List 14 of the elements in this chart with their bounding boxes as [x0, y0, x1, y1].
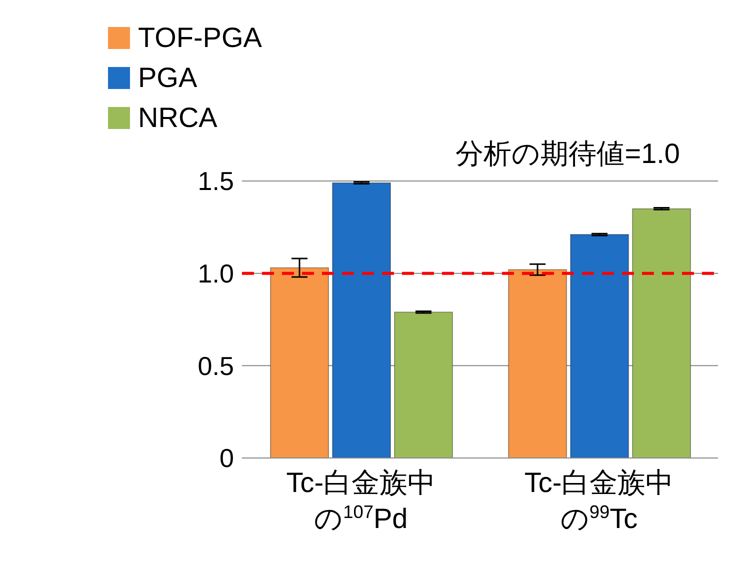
- y-tick-label: 1.0: [198, 258, 234, 289]
- legend-label: NRCA: [138, 101, 218, 135]
- bar: [632, 208, 692, 458]
- bar: [570, 234, 630, 458]
- y-tick-label: 0: [219, 443, 234, 474]
- y-tick-label: 1.5: [198, 166, 234, 196]
- legend-label: PGA: [138, 61, 198, 95]
- y-tick-label: 0.5: [198, 350, 234, 381]
- legend-label: TOF-PGA: [138, 21, 262, 55]
- bar: [394, 312, 453, 458]
- x-tick-label: Tc-白金族中の$^{107}$Pd: [286, 467, 436, 534]
- bar: [332, 182, 391, 458]
- text: 分析の期待値=1.0: [456, 137, 680, 171]
- x-tick-label: Tc-白金族中の$^{99}$Tc: [524, 467, 674, 534]
